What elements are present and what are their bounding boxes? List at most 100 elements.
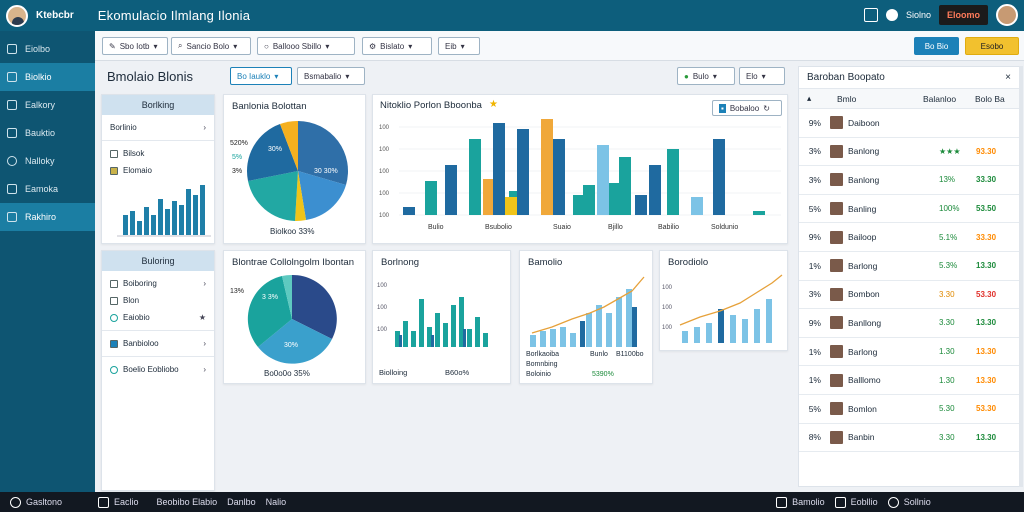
chevron-down-icon: ▾ xyxy=(408,41,413,51)
row-value-1: 3.30 xyxy=(939,289,955,299)
toolbar-button-5[interactable]: Eib ▾ xyxy=(438,37,480,55)
ranking-row[interactable]: 9% Daiboon xyxy=(799,109,1019,138)
avatar xyxy=(830,287,843,301)
tab-1[interactable]: Bo Iauklo ▾ xyxy=(230,67,292,85)
avatar xyxy=(830,316,843,330)
svg-text:100: 100 xyxy=(662,325,673,331)
list-item[interactable]: Boiboring › xyxy=(102,275,214,292)
list-item[interactable]: Elomaio xyxy=(102,162,214,179)
ranking-row[interactable]: 3% Banlong ★★★ 93.30 xyxy=(799,138,1019,167)
footer-item[interactable]: Sollnio xyxy=(887,496,931,508)
ranking-row[interactable]: 3% Banlong 13% 33.30 xyxy=(799,166,1019,195)
ranking-row[interactable]: 9% Banllong 3.30 13.30 xyxy=(799,309,1019,338)
close-icon[interactable]: × xyxy=(1005,72,1011,83)
avatar xyxy=(830,173,843,187)
chart-bar xyxy=(619,157,631,215)
rank-value: 3% xyxy=(808,174,821,185)
ranking-row[interactable]: 5% Bomlon 5.30 53.30 xyxy=(799,395,1019,424)
list-item[interactable]: Banbioloo › xyxy=(102,335,214,352)
svg-text:100: 100 xyxy=(379,169,390,175)
bar-chart-small-1: 100 100 100 xyxy=(377,283,488,347)
chip-button[interactable]: ▪ Bobaloo ↻ xyxy=(712,100,782,116)
footer-item[interactable]: Eaclio xyxy=(98,496,139,508)
ranking-row[interactable]: 1% Barlong 5.3% 13.30 xyxy=(799,252,1019,281)
ranking-row[interactable]: 3% Bombon 3.30 53.30 xyxy=(799,281,1019,310)
profile-avatar[interactable] xyxy=(996,4,1018,26)
sort-icon[interactable]: ▴ xyxy=(807,93,812,103)
circle-icon xyxy=(110,313,118,322)
rank-value: 9% xyxy=(808,317,821,328)
row-name: Banllong xyxy=(848,317,882,328)
footer-item[interactable]: Nalio xyxy=(265,497,287,507)
row-name: Barlong xyxy=(848,260,878,271)
status-button[interactable]: Eloomo xyxy=(939,5,988,25)
row-value-2: 13.30 xyxy=(976,318,997,328)
sidebar-item-clock[interactable]: Nalloky xyxy=(0,147,95,175)
chevron-down-icon: ▾ xyxy=(761,71,766,81)
calendar-icon: ▪ xyxy=(719,103,726,113)
col-header[interactable]: Balanloo xyxy=(923,93,957,104)
card-title: Blontrae Collolngolm Ibontan xyxy=(232,257,354,268)
home-icon xyxy=(7,44,17,54)
footer-item[interactable]: Gasltono xyxy=(10,496,62,508)
card-label: Boloinio xyxy=(526,371,551,378)
footer-item[interactable]: Bamolio xyxy=(776,496,825,508)
card-title: Borlnong xyxy=(381,257,420,268)
footer-item[interactable]: Danlbo xyxy=(227,497,256,507)
sidebar-item-mail[interactable]: Rakhiro xyxy=(0,203,95,231)
list-item[interactable]: Boelio Eobliobo › xyxy=(102,361,214,378)
sidebar-item-grid[interactable]: Biolkio xyxy=(0,63,95,91)
chevron-down-icon: ▾ xyxy=(325,41,330,51)
header-link[interactable]: Siolno xyxy=(905,10,931,20)
secondary-button[interactable]: Esobo xyxy=(965,37,1019,55)
sidebar-item-chart[interactable]: Bauktio xyxy=(0,119,95,147)
scrollbar[interactable] xyxy=(1019,66,1023,487)
ranking-row[interactable]: 9% Bailoop 5.1% 33.30 xyxy=(799,223,1019,252)
toolbar-button-1[interactable]: ✎ Sbo Iotb ▾ xyxy=(102,37,168,55)
tab-2[interactable]: Bsmabalio ▾ xyxy=(297,67,365,85)
chart-bar xyxy=(691,197,703,215)
list-item[interactable]: Eaiobio ★ xyxy=(102,309,214,326)
row-value-2: 13.30 xyxy=(976,347,997,357)
footer-item[interactable]: Beobibo Elabio xyxy=(156,497,218,507)
col-header[interactable]: Bolo Ba xyxy=(975,93,1005,104)
svg-text:Bulio: Bulio xyxy=(428,224,444,231)
avatar xyxy=(830,230,843,244)
col-header[interactable]: Bmlo xyxy=(837,93,857,104)
notification-icon[interactable] xyxy=(885,9,898,21)
star-icon: ★ xyxy=(198,313,206,322)
toolbar-button-3[interactable]: ○ Ballooo Sbillo ▾ xyxy=(257,37,355,55)
calendar-icon[interactable] xyxy=(863,8,878,22)
pie-chart-2: 13% 3 3% 30% xyxy=(230,274,337,364)
ranking-row[interactable]: 8% Banbin 3.30 13.30 xyxy=(799,424,1019,453)
chevron-down-icon: ▾ xyxy=(153,41,158,51)
card-pie-1: Banlonia Bolottan 520% 30% 5% 3% 30 30% … xyxy=(223,94,366,244)
footer-item[interactable]: Eobllio xyxy=(834,496,878,508)
ranking-row[interactable]: 1% Balllomo 1.30 13.30 xyxy=(799,366,1019,395)
row-name: Banlong xyxy=(848,146,880,157)
chevron-down-icon: ▾ xyxy=(345,71,350,81)
filter-button-1[interactable]: ● Bulo ▾ xyxy=(677,67,735,85)
user-avatar[interactable] xyxy=(6,4,28,27)
chart-bar xyxy=(609,183,621,215)
sidebar-item-folder[interactable]: Ealkory xyxy=(0,91,95,119)
row-value-1: 5.3% xyxy=(939,261,958,271)
tag-icon xyxy=(110,166,118,175)
card-label: Bunlo xyxy=(590,351,608,358)
rank-value: 3% xyxy=(808,146,821,157)
toolbar-button-2[interactable]: ⌕ Sancio Bolo ▾ xyxy=(171,37,251,55)
rank-value: 5% xyxy=(808,203,821,214)
card-bar-chart: Nitoklio Porlon Bboonba ★ ▪ Bobaloo ↻ 100 1… xyxy=(372,94,788,244)
ranking-row[interactable]: 1% Barlong 1.30 13.30 xyxy=(799,338,1019,367)
sidebar-item-home[interactable]: Eiolbo xyxy=(0,35,95,63)
list-item[interactable]: Borlinio › xyxy=(110,123,206,132)
toolbar-button-4[interactable]: ⚙ Bislato ▾ xyxy=(362,37,432,55)
card-label: Borlkaoiba xyxy=(526,351,560,358)
filter-button-2[interactable]: Elo ▾ xyxy=(739,67,785,85)
list-item[interactable]: Bilsok xyxy=(102,145,214,162)
primary-button[interactable]: Bo Bio xyxy=(914,37,959,55)
list-item[interactable]: Blon xyxy=(102,292,214,309)
svg-text:3%: 3% xyxy=(232,168,242,175)
ranking-row[interactable]: 5% Banling 100% 53.50 xyxy=(799,195,1019,224)
sidebar-item-report[interactable]: Eamoka xyxy=(0,175,95,203)
